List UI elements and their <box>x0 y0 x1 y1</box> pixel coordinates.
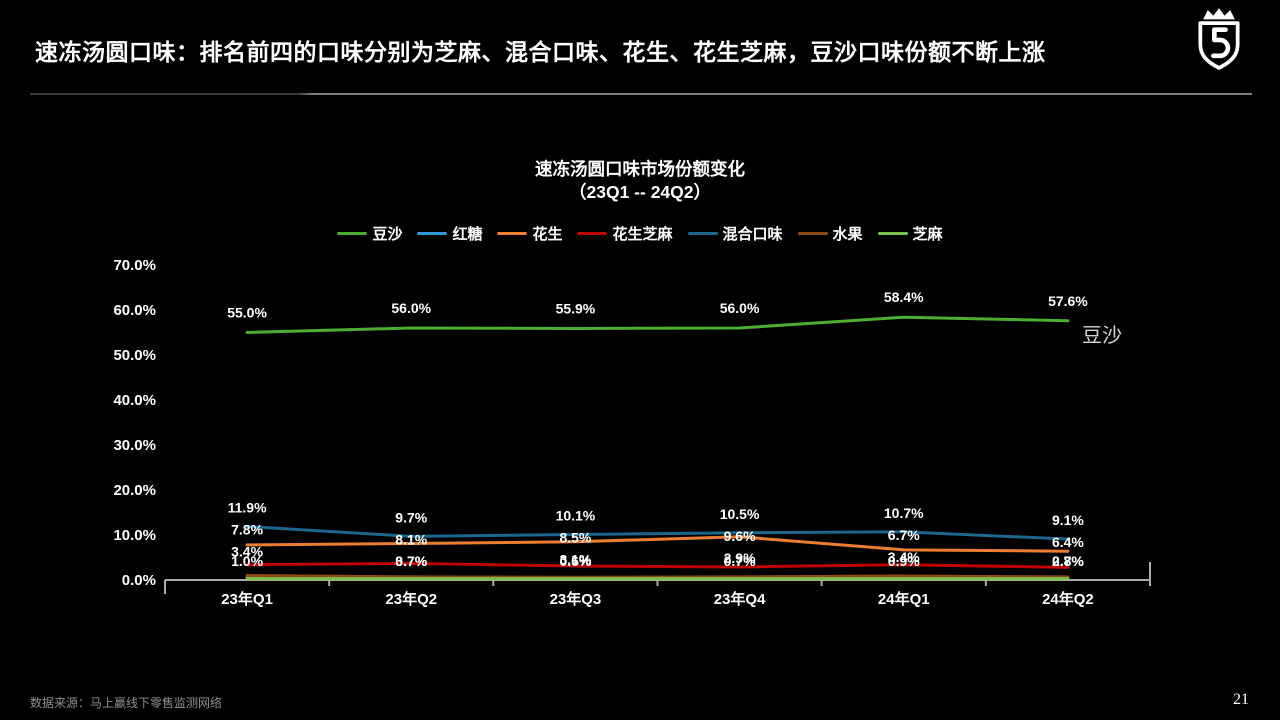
source-note: 数据来源：马上赢线下零售监测网络 <box>30 696 223 710</box>
data-label: 56.0% <box>720 300 760 316</box>
data-label: 56.0% <box>391 300 431 316</box>
data-label: 6.4% <box>1052 534 1084 550</box>
data-label: 58.4% <box>884 289 924 305</box>
series-line-水果 <box>245 574 1070 579</box>
header-divider <box>30 93 1252 95</box>
data-label: 7.8% <box>231 521 263 537</box>
legend-swatch <box>797 231 828 236</box>
data-label: 10.1% <box>556 508 596 524</box>
series-end-label: 豆沙 <box>1082 325 1122 347</box>
legend-swatch <box>577 231 608 236</box>
data-label: 0.7% <box>1052 553 1084 569</box>
data-label: 9.1% <box>1052 512 1084 528</box>
data-label: 9.7% <box>395 509 427 525</box>
x-axis-category-label: 23年Q2 <box>385 590 437 608</box>
data-label: 55.0% <box>227 305 267 321</box>
legend-label: 芝麻 <box>912 226 943 243</box>
data-label: 9.6% <box>724 528 756 544</box>
y-axis-tick-label: 70.0% <box>113 257 156 274</box>
y-axis-tick-label: 40.0% <box>113 392 156 409</box>
chart-title: 速冻汤圆口味市场份额变化 （23Q1 -- 24Q2） <box>0 158 1280 204</box>
data-label: 3.1% <box>559 552 591 568</box>
legend-item-豆沙: 豆沙 <box>337 223 402 244</box>
legend-item-花生: 花生 <box>497 223 562 244</box>
chart-title-line1: 速冻汤圆口味市场份额变化 <box>535 159 745 179</box>
legend-swatch <box>497 231 528 236</box>
y-axis-tick-label: 60.0% <box>113 302 156 319</box>
data-label: 0.7% <box>395 553 427 569</box>
data-label: 10.7% <box>884 505 924 521</box>
legend-label: 水果 <box>832 226 863 243</box>
legend-label: 混合口味 <box>722 226 783 243</box>
data-label: 8.5% <box>559 530 591 546</box>
legend-label: 花生芝麻 <box>612 226 673 243</box>
data-label: 11.9% <box>228 499 267 515</box>
series-line-花生芝麻 <box>245 561 1070 569</box>
legend-label: 红糖 <box>452 226 483 243</box>
legend-item-芝麻: 芝麻 <box>877 223 943 244</box>
chart-title-line2: （23Q1 -- 24Q2） <box>569 182 711 203</box>
legend-item-花生芝麻: 花生芝麻 <box>577 223 673 244</box>
data-label: 3.4% <box>888 549 920 565</box>
x-axis-category-label: 23年Q1 <box>221 590 273 608</box>
x-axis-category-label: 23年Q3 <box>550 590 602 608</box>
crown-shield-logo <box>1191 7 1247 71</box>
data-label: 2.8% <box>1052 553 1084 569</box>
x-axis-category-label: 23年Q4 <box>714 590 766 608</box>
legend-swatch <box>417 231 448 236</box>
legend-item-红糖: 红糖 <box>417 223 482 244</box>
data-label: 0.9% <box>888 553 920 569</box>
legend-swatch <box>687 231 718 236</box>
y-axis-tick-label: 20.0% <box>113 482 156 499</box>
crown-shield-logo-svg <box>1198 8 1240 70</box>
legend-label: 豆沙 <box>372 226 403 243</box>
legend-swatch <box>337 231 368 236</box>
data-label: 10.5% <box>720 506 760 522</box>
series-line-混合口味 <box>245 524 1070 541</box>
y-axis-tick-label: 0.0% <box>122 572 156 589</box>
data-label: 3.7% <box>395 553 427 569</box>
y-axis-tick-label: 10.0% <box>113 527 156 544</box>
series-line-豆沙 <box>245 315 1070 334</box>
data-label: 3.4% <box>231 543 263 559</box>
x-axis-category-label: 24年Q1 <box>878 590 930 608</box>
page-number: 21 <box>1233 691 1249 708</box>
data-label: 6.7% <box>888 527 920 543</box>
legend-item-混合口味: 混合口味 <box>687 223 783 244</box>
data-label: 57.6% <box>1048 293 1088 309</box>
chart-legend: 豆沙 红糖 花生 花生芝麻 混合口味 水果 芝麻 <box>0 223 1280 244</box>
data-label: 1.0% <box>231 553 263 569</box>
data-label: 55.9% <box>556 300 596 316</box>
data-label: 0.7% <box>724 553 756 569</box>
y-axis-tick-label: 30.0% <box>113 437 156 454</box>
series-line-花生 <box>245 535 1070 553</box>
data-label: 2.9% <box>724 550 756 566</box>
legend-swatch <box>877 231 908 236</box>
x-axis-category-label: 24年Q2 <box>1042 590 1094 608</box>
y-axis-tick-label: 50.0% <box>113 347 156 364</box>
legend-label: 花生 <box>532 226 563 243</box>
data-label: 0.6% <box>559 553 591 569</box>
page-title: 速冻汤圆口味：排名前四的口味分别为芝麻、混合口味、花生、花生芝麻，豆沙口味份额不… <box>35 39 1046 65</box>
data-label: 8.1% <box>395 531 427 547</box>
legend-item-水果: 水果 <box>797 223 863 244</box>
